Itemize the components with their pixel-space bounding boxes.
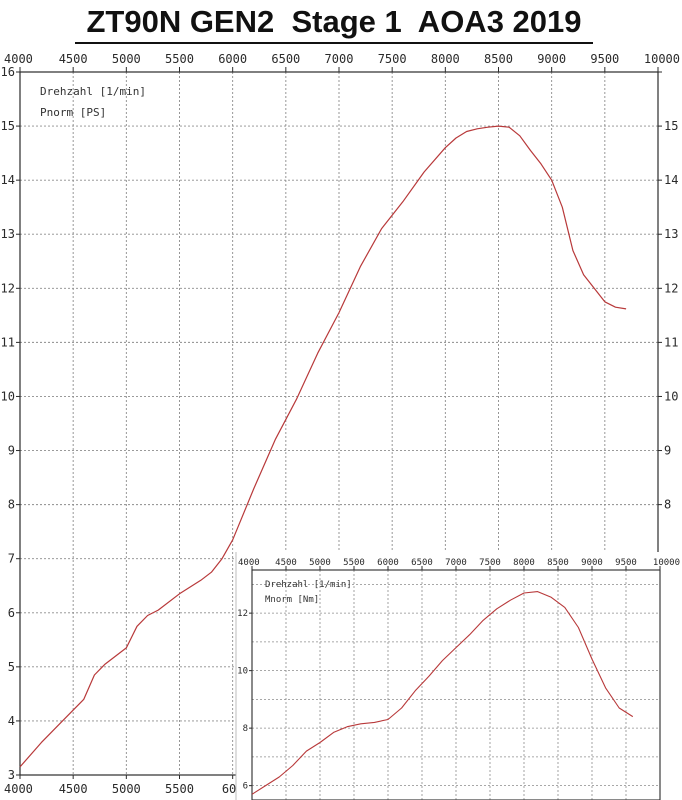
- main-y-tick-label-right: 12: [664, 281, 678, 295]
- inset-legend-entry: Mnorm [Nm]: [265, 595, 319, 605]
- main-y-tick-label-left: 4: [8, 714, 15, 728]
- main-legend-entry: Pnorm [PS]: [40, 106, 106, 119]
- main-x-tick-label-top: 10000: [644, 52, 680, 66]
- main-x-tick-label-top: 8500: [484, 52, 513, 66]
- inset-torque-series-line: [251, 591, 634, 795]
- inset-x-tick-label: 4000: [238, 558, 260, 568]
- main-x-tick-label-top: 5000: [112, 52, 141, 66]
- main-y-tick-label-right: 9: [664, 444, 671, 458]
- main-y-tick-label-left: 14: [1, 173, 15, 187]
- main-x-tick-label-bottom: 4500: [59, 782, 88, 796]
- main-y-tick-label-right: 14: [664, 173, 678, 187]
- inset-x-tick-label: 9500: [615, 558, 637, 568]
- main-y-tick-label-left: 7: [8, 552, 15, 566]
- main-y-tick-label-left: 5: [8, 660, 15, 674]
- inset-x-tick-label: 8500: [547, 558, 569, 568]
- main-y-tick-label-left: 6: [8, 606, 15, 620]
- inset-legend-entry: Drehzahl [1/min]: [265, 580, 352, 590]
- inset-x-tick-label: 5000: [309, 558, 331, 568]
- main-x-tick-label-top: 7000: [325, 52, 354, 66]
- main-x-tick-label-top: 4000: [4, 52, 33, 66]
- main-power-series-line: [19, 125, 627, 768]
- main-x-tick-label-bottom: 5500: [165, 782, 194, 796]
- inset-x-tick-label: 9000: [581, 558, 603, 568]
- inset-background: [236, 552, 682, 800]
- main-x-tick-label-bottom: 4000: [4, 782, 33, 796]
- main-legend-entry: Drehzahl [1/min]: [40, 85, 146, 98]
- inset-x-tick-label: 8000: [513, 558, 535, 568]
- main-x-tick-label-top: 6000: [218, 52, 247, 66]
- inset-x-tick-label: 4500: [275, 558, 297, 568]
- main-y-tick-label-left: 15: [1, 119, 15, 133]
- page-title: ZT90N GEN2 Stage 1 AOA3 2019: [86, 4, 582, 39]
- inset-x-tick-label: 10000: [653, 558, 680, 568]
- main-y-tick-label-left: 13: [1, 227, 15, 241]
- main-y-tick-label-left: 10: [1, 389, 15, 403]
- main-y-tick-label-left: 3: [8, 768, 15, 782]
- main-x-tick-label-top: 9500: [590, 52, 619, 66]
- inset-y-tick-label: 10: [237, 667, 248, 677]
- inset-x-tick-label: 7000: [445, 558, 467, 568]
- main-y-tick-label-right: 13: [664, 227, 678, 241]
- main-y-tick-label-right: 10: [664, 389, 678, 403]
- main-y-tick-label-left: 9: [8, 444, 15, 458]
- main-y-tick-label-left: 16: [1, 65, 15, 79]
- main-y-tick-label-right: 8: [664, 498, 671, 512]
- main-y-tick-label-right: 15: [664, 119, 678, 133]
- inset-x-tick-label: 6000: [377, 558, 399, 568]
- main-y-tick-label-right: 11: [664, 335, 678, 349]
- main-y-tick-label-left: 8: [8, 498, 15, 512]
- main-x-tick-label-top: 8000: [431, 52, 460, 66]
- main-x-tick-label-top: 9000: [537, 52, 566, 66]
- inset-x-tick-label: 6500: [411, 558, 433, 568]
- inset-chart: 4000 4500 5000 5500 6000 6500 7000 7500 8000 8500…: [235, 552, 682, 800]
- main-x-tick-label-top: 5500: [165, 52, 194, 66]
- inset-y-tick-label: 8: [243, 724, 248, 734]
- inset-x-tick-label: 7500: [479, 558, 501, 568]
- main-x-tick-label-top: 4500: [59, 52, 88, 66]
- inset-x-tick-label: 5500: [343, 558, 365, 568]
- title-underline: [75, 42, 593, 44]
- main-x-tick-label-bottom: 5000: [112, 782, 141, 796]
- main-x-tick-label-top: 7500: [378, 52, 407, 66]
- main-y-tick-label-left: 12: [1, 281, 15, 295]
- inset-y-tick-label: 12: [237, 609, 248, 619]
- main-x-tick-label-top: 6500: [271, 52, 300, 66]
- main-y-tick-label-left: 11: [1, 335, 15, 349]
- inset-y-tick-label: 6: [243, 782, 248, 792]
